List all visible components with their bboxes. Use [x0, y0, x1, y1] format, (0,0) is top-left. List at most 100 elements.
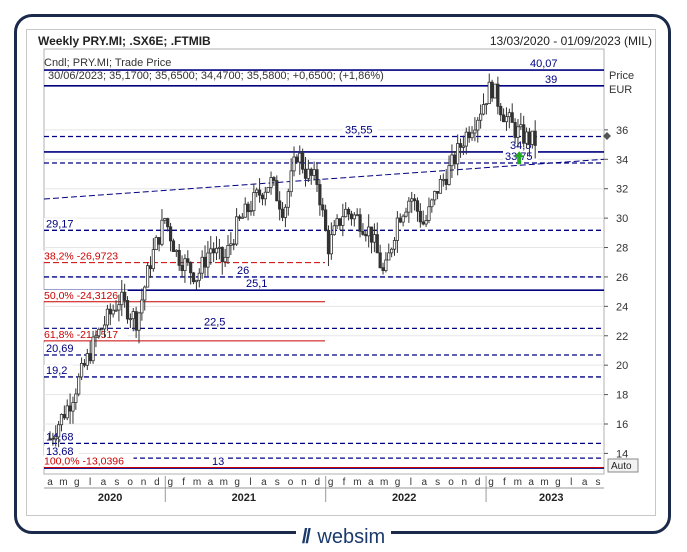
x-month-label: g: [74, 477, 80, 488]
candle-body: [157, 237, 161, 245]
candle-body: [168, 226, 173, 242]
candle-body: [275, 180, 279, 202]
candle-body: [166, 218, 170, 228]
y-tick-label: 22: [616, 331, 628, 343]
x-month-label: m: [220, 477, 228, 488]
candle-body: [415, 200, 420, 212]
level-lines: 40,073935,5534,533,7529,172625,122,520,6…: [43, 58, 605, 469]
candle-body: [499, 105, 503, 116]
x-month-label: m: [514, 477, 522, 488]
candle-body: [94, 335, 98, 338]
candle-body: [524, 131, 529, 144]
candle-body: [117, 304, 121, 311]
candle-body: [260, 194, 265, 200]
candle-body: [424, 220, 428, 225]
candle-body: [82, 362, 87, 366]
candle-body: [441, 178, 445, 181]
candle-body: [177, 249, 181, 266]
candle-body: [146, 265, 150, 288]
candle-body: [88, 353, 92, 362]
candle-body: [235, 216, 239, 245]
candle-body: [395, 217, 399, 241]
candle-body: [223, 256, 227, 263]
legend-ohlc: 30/06/2023; 35,1700; 35,6500; 34,4700; 3…: [48, 70, 384, 82]
x-month-label: o: [127, 477, 133, 488]
level-label: 19,2: [46, 365, 67, 377]
candle-body: [481, 104, 486, 115]
level-label-bg: [543, 73, 560, 85]
websim-wordmark: websim: [317, 526, 386, 548]
fib-label: 50,0% -24,3126: [44, 290, 118, 302]
x-month-label: s: [275, 477, 280, 488]
candle-body: [191, 272, 196, 283]
candle-body: [59, 414, 64, 426]
y-tick-label: 30: [616, 213, 628, 225]
candle-body: [464, 131, 468, 147]
currency-label: EUR: [609, 84, 632, 96]
x-month-label: a: [208, 477, 214, 488]
candle-body: [496, 83, 500, 107]
level-label: 13: [212, 456, 224, 468]
x-month-label: m: [540, 477, 548, 488]
candle-body: [120, 291, 124, 306]
x-month-label: m: [193, 477, 201, 488]
candle-body: [91, 336, 95, 362]
candle-body: [289, 170, 293, 193]
candle-body: [163, 218, 167, 221]
y-tick-label: 20: [616, 360, 628, 372]
candle-body: [430, 199, 434, 208]
candle-body: [217, 246, 221, 249]
x-month-label: g: [328, 477, 334, 488]
candle-body: [111, 309, 115, 315]
y-tick-label: 34: [616, 154, 628, 166]
candle-body: [404, 211, 408, 217]
candle-body: [358, 214, 362, 232]
x-month-label: a: [101, 477, 107, 488]
candle-body: [326, 229, 331, 255]
y-tick-label: 32: [616, 184, 628, 196]
candle-body: [344, 208, 348, 218]
x-month-label: d: [475, 477, 481, 488]
candle-body: [461, 145, 466, 148]
plot-area: [43, 48, 605, 475]
auto-scale-button[interactable]: [607, 458, 639, 473]
candle-body: [533, 130, 537, 146]
level-label-bg: [210, 456, 227, 468]
candle-body: [209, 248, 213, 254]
level-label-bg: [44, 446, 79, 458]
x-month-label: g: [395, 477, 401, 488]
fib-label: 38,2% -26,9723: [44, 251, 118, 263]
candle-body: [490, 81, 494, 99]
candle-body: [143, 286, 147, 301]
x-month-label: n: [301, 477, 307, 488]
candle-body: [458, 143, 463, 148]
candle-body: [243, 203, 247, 218]
candle-body: [229, 243, 233, 246]
candle-body: [306, 168, 310, 179]
candle-body: [269, 177, 273, 188]
candle-body: [255, 189, 259, 193]
candle-body: [114, 309, 118, 312]
candle-body: [189, 261, 193, 274]
candle-body: [467, 131, 471, 139]
candle-body: [137, 312, 141, 331]
level-label: 22,5: [204, 316, 225, 328]
level-label: 20,69: [46, 343, 74, 355]
x-month-label: a: [368, 477, 374, 488]
y-axis: 14 16 18 20 22 24 26 28 30 32 34 36: [604, 125, 628, 460]
x-month-label: a: [47, 477, 53, 488]
fib-label-bg: [43, 455, 134, 467]
candle-body: [203, 256, 207, 268]
level-label-bg: [244, 278, 273, 290]
candle-body: [476, 119, 480, 131]
candle-body: [151, 249, 155, 270]
level-label: 40,07: [530, 58, 558, 70]
candle-body: [131, 311, 135, 320]
candle-body: [484, 103, 488, 106]
candle-body: [283, 206, 288, 218]
candle-body: [123, 291, 127, 301]
candle-body: [266, 187, 270, 193]
y-tick-label: 28: [616, 243, 628, 255]
candle-body: [507, 112, 511, 118]
